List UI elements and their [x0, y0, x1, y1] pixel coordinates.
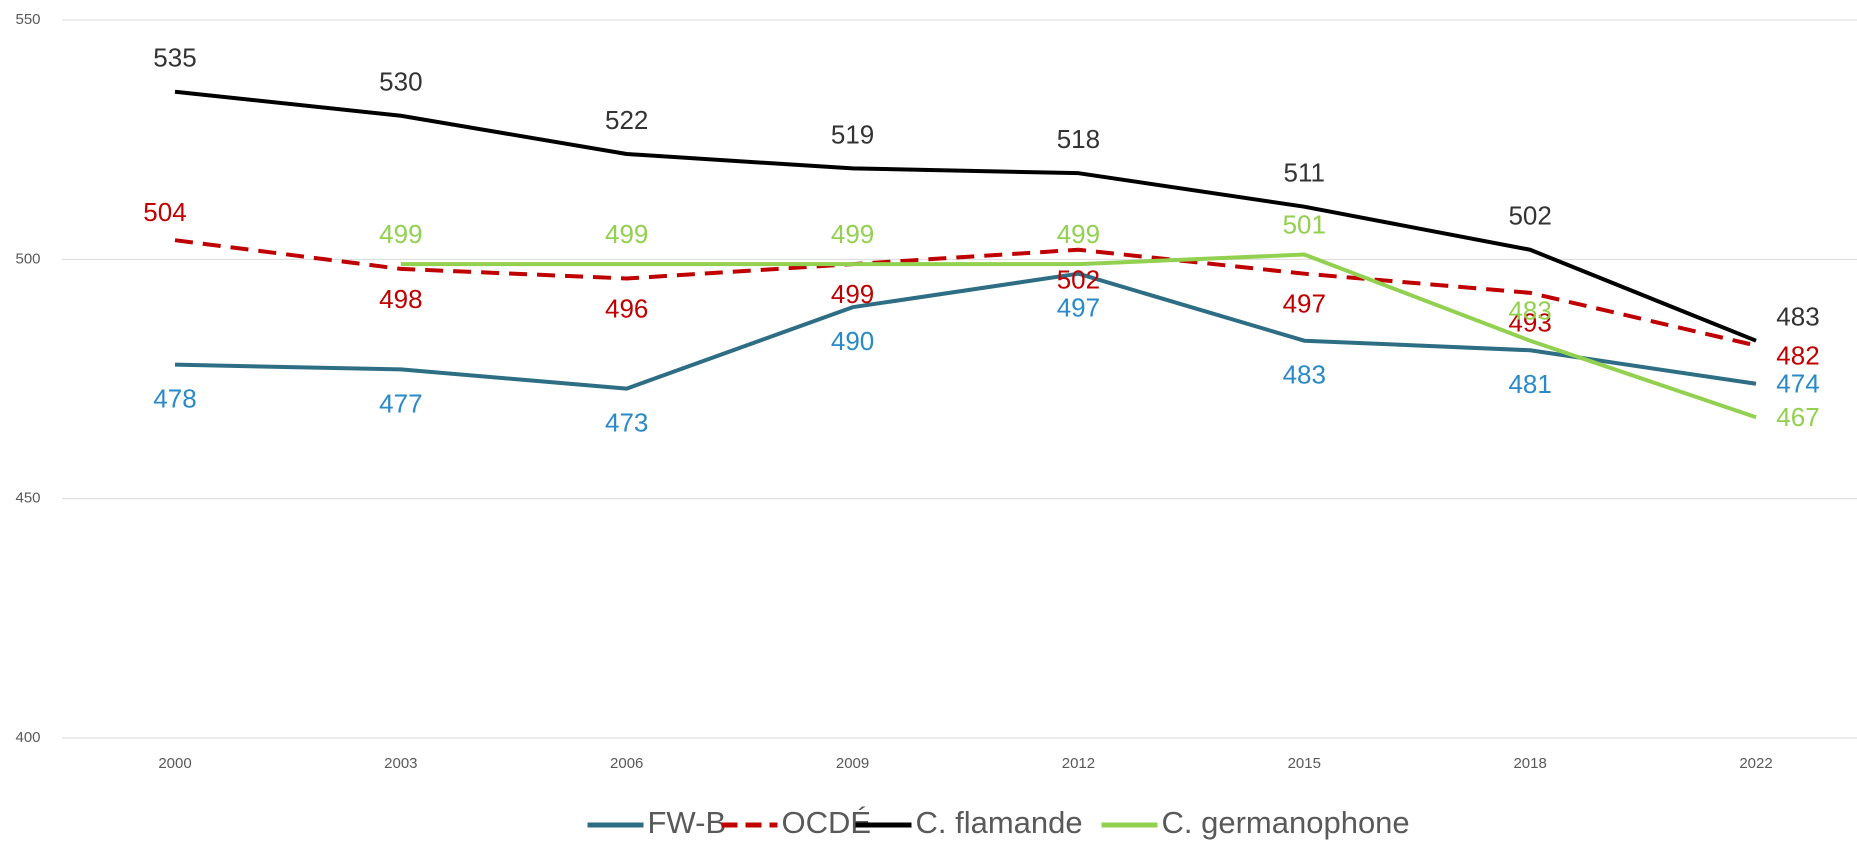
data-label: 478	[153, 384, 196, 414]
y-tick-label: 450	[15, 490, 40, 507]
legend-label: C. germanophone	[1162, 805, 1410, 840]
x-tick-label: 2012	[1062, 755, 1095, 772]
data-label: 497	[1283, 289, 1326, 319]
data-label: 482	[1776, 340, 1819, 370]
y-tick-label: 500	[15, 250, 40, 267]
data-label: 519	[831, 119, 874, 149]
data-label: 501	[1283, 209, 1326, 239]
y-tick-label: 550	[15, 11, 40, 28]
data-label: 474	[1776, 369, 1819, 399]
legend-label: C. flamande	[916, 805, 1083, 840]
x-tick-label: 2018	[1513, 755, 1546, 772]
x-tick-label: 2009	[836, 755, 869, 772]
series-line	[400, 252, 1757, 420]
data-label: 481	[1508, 369, 1551, 399]
legend-label: FW-B	[648, 805, 727, 840]
x-tick-label: 2022	[1739, 755, 1772, 772]
series-line	[174, 89, 1757, 343]
data-label: 535	[153, 43, 196, 73]
data-label: 502	[1508, 201, 1551, 231]
data-label: 483	[1508, 296, 1551, 326]
data-label: 530	[379, 67, 422, 97]
data-label: 518	[1057, 124, 1100, 154]
x-tick-label: 2015	[1288, 755, 1321, 772]
data-label: 477	[379, 388, 422, 418]
data-label: 490	[831, 326, 874, 356]
data-label: 496	[605, 293, 648, 323]
data-label: 504	[143, 197, 186, 227]
y-tick-label: 400	[15, 729, 40, 746]
data-label: 522	[605, 105, 648, 135]
x-tick-label: 2000	[158, 755, 191, 772]
data-label: 483	[1776, 302, 1819, 332]
x-tick-label: 2003	[384, 755, 417, 772]
data-label: 473	[605, 407, 648, 437]
data-label: 499	[831, 219, 874, 249]
data-label: 497	[1057, 293, 1100, 323]
data-label: 499	[831, 279, 874, 309]
data-label: 502	[1057, 265, 1100, 295]
data-label: 483	[1283, 360, 1326, 390]
data-label: 467	[1776, 402, 1819, 432]
data-label: 499	[605, 219, 648, 249]
data-label: 499	[1057, 219, 1100, 249]
data-label: 511	[1284, 158, 1325, 188]
x-tick-label: 2006	[610, 755, 643, 772]
data-label: 493	[1508, 308, 1551, 338]
series-line	[174, 271, 1757, 391]
data-label: 499	[379, 219, 422, 249]
data-label: 498	[379, 284, 422, 314]
series-line	[174, 238, 1757, 348]
